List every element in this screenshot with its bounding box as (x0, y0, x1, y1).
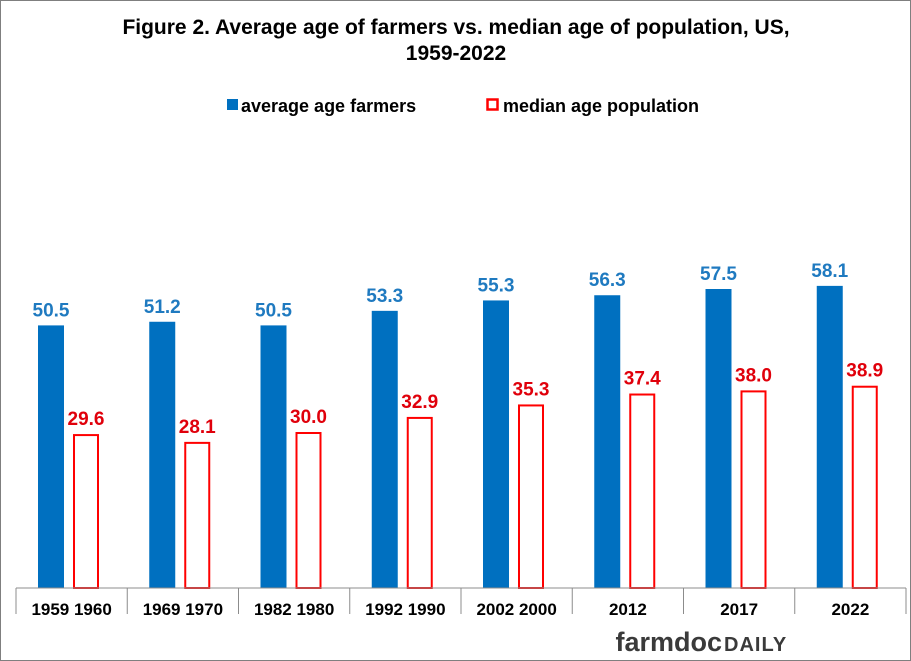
bar-farmers (260, 325, 287, 588)
bar-farmers (38, 325, 64, 588)
bar-population (406, 416, 433, 590)
x-axis: 1959 1960 1969 1970 1982 1980 1992 1990 2002… (15, 588, 907, 619)
legend-label-farmers: average age farmers (241, 96, 416, 116)
data-label-population: 37.4 (624, 369, 661, 390)
data-label-population: 35.3 (513, 379, 550, 400)
data-label-population: 38.9 (846, 361, 883, 382)
chart-title-line-2: 1959-2022 (406, 42, 506, 65)
bar-farmers (594, 295, 621, 588)
data-label-population: 32.9 (401, 392, 438, 413)
x-tick-label: 2012 (609, 600, 647, 619)
logo-daily: DAILY (724, 634, 787, 656)
data-label-farmers: 50.5 (255, 300, 292, 321)
legend-label-population: median age population (503, 96, 699, 116)
data-label-farmers: 57.5 (700, 264, 737, 285)
data-label-farmers: 56.3 (589, 270, 626, 291)
x-tick-label: 1992 1990 (365, 600, 445, 619)
bar-population (73, 434, 99, 589)
data-label-population: 29.6 (68, 409, 105, 430)
data-label-farmers: 51.2 (144, 297, 181, 318)
x-tick-label: 2002 2000 (476, 600, 556, 619)
chart-legend: average age farmers median age populatio… (227, 96, 699, 116)
x-tick-label: 2017 (720, 600, 758, 619)
bar-population (518, 404, 544, 589)
x-tick-label: 1969 1970 (143, 600, 223, 619)
data-label-population: 28.1 (179, 417, 216, 438)
bar-farmers (149, 321, 176, 588)
data-label-population: 30.0 (290, 407, 327, 428)
bar-population (184, 441, 211, 589)
data-label-farmers: 58.1 (811, 261, 848, 282)
x-tick-label: 2022 (831, 600, 869, 619)
bar-farmers (705, 289, 732, 588)
bar-farmers (816, 285, 843, 588)
plot-area: 50.5 29.6 51.2 28.1 50.5 30.0 53.3 32.9 55.3 35.3… (33, 261, 883, 590)
chart-title-line-1: Figure 2. Average age of farmers vs. med… (122, 16, 789, 39)
data-label-population: 38.0 (735, 365, 772, 386)
logo-farmdoc: farmdoc (615, 627, 722, 657)
farmdoc-daily-logo: farmdoc DAILY (615, 627, 787, 657)
legend-swatch-farmers (227, 99, 238, 110)
bar-population (740, 390, 767, 589)
bar-population (629, 393, 656, 589)
x-tick-label: 1982 1980 (254, 600, 334, 619)
bar-population (851, 385, 878, 589)
bar-population (295, 432, 322, 589)
bar-farmers (483, 300, 509, 588)
data-label-farmers: 53.3 (366, 286, 403, 307)
bar-farmers (371, 310, 398, 588)
x-tick-label: 1959 1960 (31, 600, 111, 619)
data-label-farmers: 50.5 (33, 300, 70, 321)
data-label-farmers: 55.3 (478, 275, 515, 296)
legend-swatch-population (486, 98, 499, 111)
